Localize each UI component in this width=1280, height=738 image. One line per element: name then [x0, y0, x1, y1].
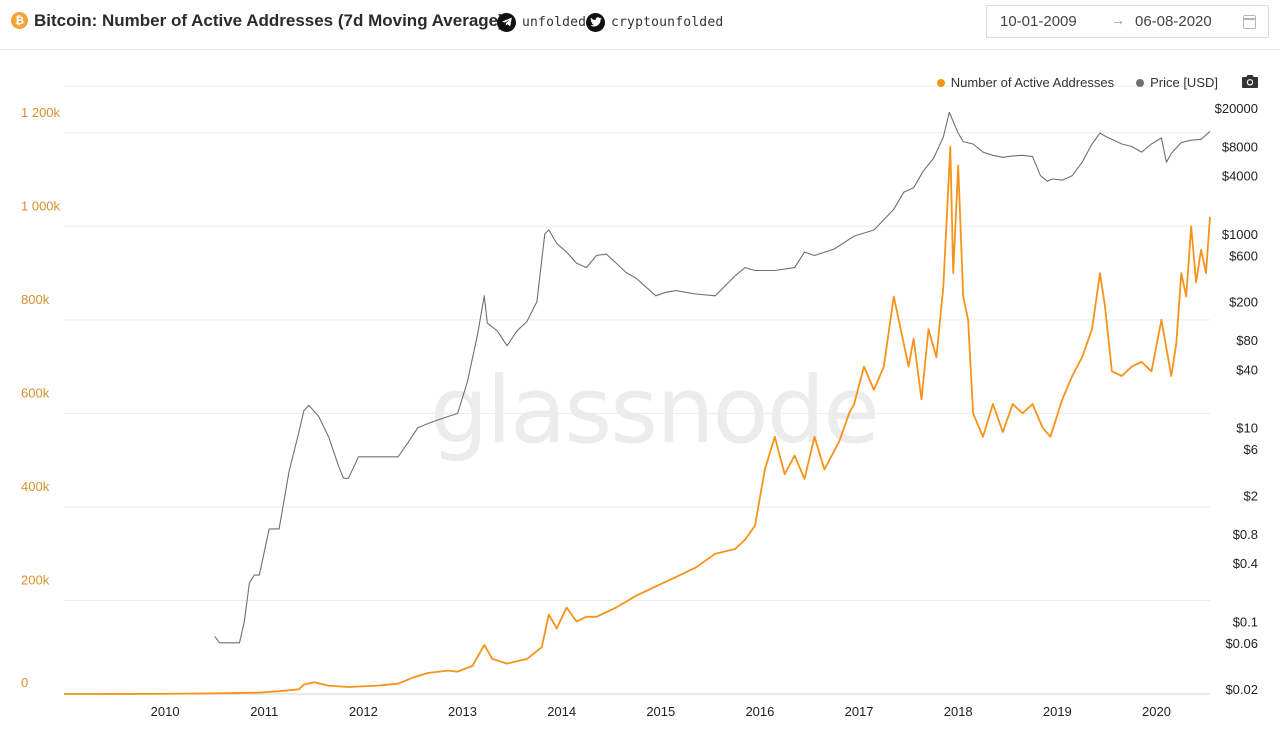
date-to-input[interactable]: 06-08-2020 — [1135, 13, 1212, 30]
left-tick-label: 200k — [21, 572, 50, 587]
x-tick-label: 2016 — [745, 704, 774, 719]
series-line-price — [214, 111, 1211, 644]
chart-title: Bitcoin: Number of Active Addresses (7d … — [34, 11, 504, 30]
right-tick-label: $0.02 — [1225, 682, 1258, 697]
right-tick-label: $6 — [1244, 442, 1258, 457]
legend: Number of Active Addresses Price [USD] — [915, 75, 1218, 90]
chart-header: ₿ Bitcoin: Number of Active Addresses (7… — [0, 0, 1280, 50]
right-axis: $20000 $8000 $4000 $1000 $600 $200 $80 $40 $10 $6… — [1215, 101, 1258, 697]
left-tick-label: 1 000k — [21, 198, 61, 213]
grid-lines — [64, 85, 1210, 695]
x-tick-label: 2011 — [250, 704, 278, 719]
left-tick-label: 800k — [21, 292, 50, 307]
right-tick-label: $40 — [1236, 362, 1258, 377]
legend-item-price[interactable]: Price [USD] — [1136, 75, 1218, 90]
left-tick-label: 1 200k — [21, 105, 61, 120]
right-tick-label: $8000 — [1222, 140, 1258, 155]
right-tick-label: $0.8 — [1233, 527, 1258, 542]
right-tick-label: $600 — [1229, 248, 1258, 263]
bitcoin-icon: ₿ — [11, 12, 28, 29]
x-tick-label: 2015 — [646, 704, 675, 719]
right-tick-label: $0.06 — [1225, 636, 1258, 651]
left-axis: 0 200k 400k 600k 800k 1 000k 1 200k — [21, 105, 61, 690]
right-tick-label: $10 — [1236, 421, 1258, 436]
legend-dot-price — [1136, 78, 1145, 87]
legend-label-addresses: Number of Active Addresses — [950, 75, 1115, 90]
telegram-handle: unfolded — [522, 14, 587, 30]
x-tick-label: 2017 — [845, 704, 874, 719]
series-line-active-addresses — [63, 145, 1211, 695]
date-from-input[interactable]: 10-01-2009 — [1000, 13, 1077, 30]
right-tick-label: $2 — [1244, 488, 1258, 503]
x-axis: 2010 2011 2012 2013 2014 2015 2016 2017 2018 2019… — [151, 704, 1171, 719]
x-tick-label: 2014 — [547, 704, 576, 719]
legend-label-price: Price [USD] — [1150, 75, 1218, 90]
x-tick-label: 2013 — [448, 704, 477, 719]
telegram-link[interactable]: unfolded — [497, 12, 586, 32]
right-tick-label: $0.4 — [1233, 556, 1258, 571]
arrow-right-icon: → — [1111, 12, 1125, 28]
right-tick-label: $1000 — [1222, 227, 1258, 242]
x-tick-label: 2019 — [1043, 704, 1072, 719]
x-tick-label: 2018 — [944, 704, 973, 719]
right-tick-label: $80 — [1236, 333, 1258, 348]
right-tick-label: $20000 — [1215, 101, 1258, 116]
twitter-icon — [586, 12, 605, 32]
twitter-link[interactable]: cryptounfolded — [586, 12, 723, 32]
series-layer — [63, 111, 1211, 695]
watermark: glassnode — [430, 357, 878, 464]
twitter-handle: cryptounfolded — [611, 14, 724, 30]
right-tick-label: $200 — [1229, 295, 1258, 310]
x-tick-label: 2010 — [151, 704, 180, 719]
legend-dot-addresses — [936, 78, 945, 87]
date-range-picker[interactable]: 10-01-2009 → 06-08-2020 — [986, 5, 1269, 38]
x-tick-label: 2012 — [349, 704, 378, 719]
left-tick-label: 600k — [21, 385, 50, 400]
camera-icon[interactable] — [1241, 73, 1259, 89]
calendar-icon[interactable] — [1243, 15, 1256, 29]
telegram-icon — [497, 12, 516, 32]
left-tick-label: 400k — [21, 479, 50, 494]
x-tick-label: 2020 — [1142, 704, 1171, 719]
legend-item-addresses[interactable]: Number of Active Addresses — [936, 75, 1115, 90]
left-tick-label: 0 — [21, 675, 28, 690]
right-tick-label: $4000 — [1222, 169, 1258, 184]
right-tick-label: $0.1 — [1233, 614, 1258, 629]
